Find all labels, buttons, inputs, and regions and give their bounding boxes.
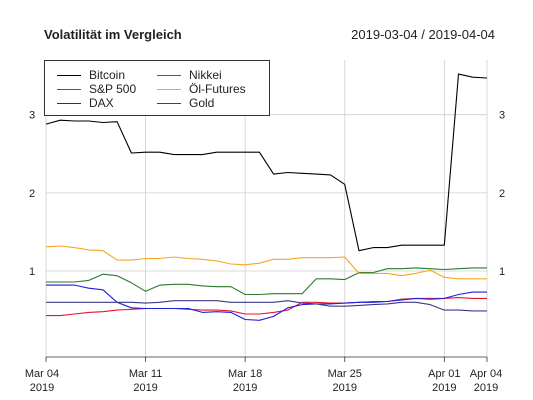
y-tick-label-right-2: 2: [499, 188, 505, 200]
series-line-4: [45, 245, 487, 280]
x-tick-label-4: Apr 01: [428, 368, 460, 380]
legend-label-sp500: S&P 500: [89, 82, 137, 96]
y-tick-label-right-1: 1: [499, 266, 505, 278]
x-tick-year-5: 2019: [474, 382, 498, 394]
legend: Bitcoin S&P 500 DAX Nikkei Öl-Futures Go…: [44, 60, 270, 116]
legend-swatch-oil-futures: [157, 89, 181, 90]
axes: 1 1 2 2 3 3 Mar 04 2019 Mar 11 2019 Mar 18 2019 Mar …: [25, 110, 505, 394]
x-tick-year-3: 2019: [332, 382, 356, 394]
series-line-2: [46, 284, 487, 321]
x-tick-label-2: Mar 18: [228, 368, 262, 380]
legend-swatch-sp500: [57, 89, 81, 90]
series-lines: [45, 73, 488, 321]
legend-label-gold: Gold: [189, 96, 215, 110]
legend-label-bitcoin: Bitcoin: [89, 68, 126, 82]
date-range: 2019-03-04 / 2019-04-04: [351, 27, 495, 42]
legend-label-oil-futures: Öl-Futures: [189, 82, 246, 96]
y-tick-label-left-2: 2: [29, 188, 35, 200]
series-line-3: [46, 267, 487, 296]
y-tick-label-left-1: 1: [29, 266, 35, 278]
series-line-5: [46, 300, 487, 312]
legend-swatch-nikkei: [157, 75, 181, 76]
legend-label-dax: DAX: [89, 96, 114, 110]
x-tick-label-3: Mar 25: [328, 368, 362, 380]
legend-swatch-bitcoin: [57, 75, 81, 76]
legend-swatch-dax: [57, 103, 81, 104]
x-tick-label-0: Mar 04: [25, 368, 59, 380]
y-tick-label-left-3: 3: [29, 110, 35, 122]
x-tick-year-2: 2019: [233, 382, 257, 394]
x-tick-label-1: Mar 11: [129, 368, 162, 380]
legend-label-nikkei: Nikkei: [189, 68, 222, 82]
x-tick-year-1: 2019: [133, 382, 157, 394]
legend-swatch-gold: [157, 103, 181, 104]
y-tick-label-right-3: 3: [499, 110, 505, 122]
series-line-1: [46, 297, 487, 317]
series-line-0: [45, 73, 488, 252]
x-tick-label-5: Apr 04: [470, 368, 502, 380]
chart-title: Volatilität im Vergleich: [44, 27, 182, 42]
x-tick-year-4: 2019: [432, 382, 456, 394]
x-tick-year-0: 2019: [30, 382, 54, 394]
